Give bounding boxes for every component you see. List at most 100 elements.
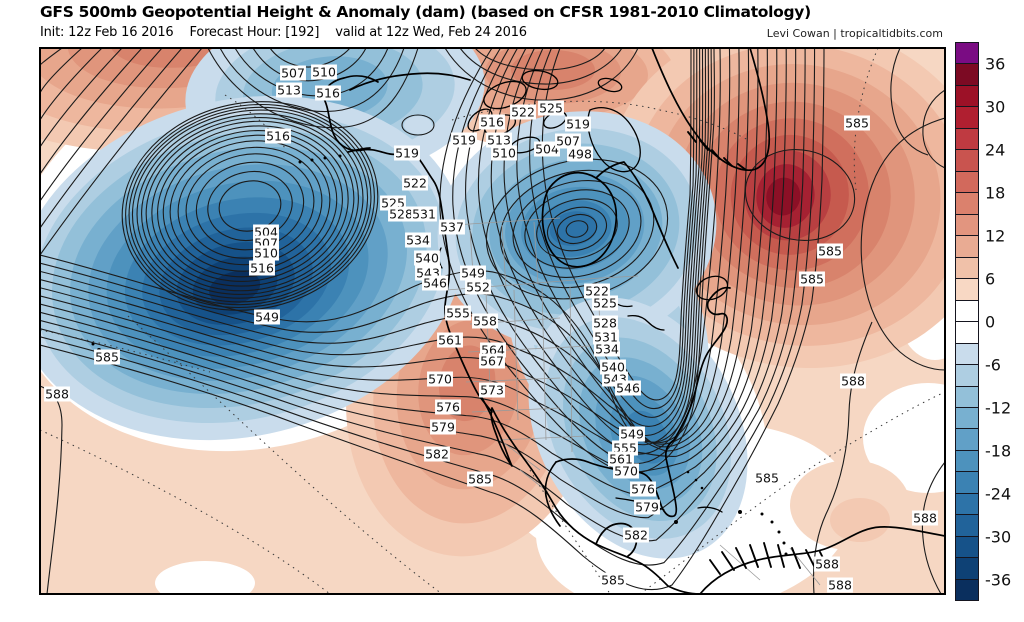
svg-text:516: 516 (266, 129, 290, 144)
svg-text:582: 582 (425, 447, 449, 462)
svg-text:537: 537 (440, 220, 464, 235)
svg-text:570: 570 (614, 464, 638, 479)
valid-time: valid at 12z Wed, Feb 24 2016 (335, 25, 527, 40)
svg-text:588: 588 (828, 578, 852, 593)
map-border (39, 47, 946, 595)
colorbar-segment (956, 213, 978, 236)
colorbar-tick-label: 6 (985, 269, 996, 288)
svg-text:516: 516 (316, 86, 340, 101)
forecast-hour: Forecast Hour: [192] (189, 25, 320, 40)
svg-text:534: 534 (406, 233, 430, 248)
colorbar-segment (956, 385, 978, 407)
colorbar-segment (956, 557, 978, 579)
colorbar-segment (956, 170, 978, 193)
colorbar-segment (956, 127, 978, 150)
svg-text:519: 519 (566, 117, 590, 132)
svg-text:579: 579 (431, 420, 455, 435)
svg-text:519: 519 (395, 146, 419, 161)
svg-text:588: 588 (913, 511, 937, 526)
colorbar-tick-label: 36 (985, 54, 1006, 73)
colorbar-segment (956, 449, 978, 472)
colorbar (955, 42, 979, 601)
colorbar-segment (956, 63, 978, 85)
colorbar-segment (956, 578, 978, 601)
svg-text:567: 567 (480, 354, 504, 369)
terrain-hatching (687, 131, 829, 575)
svg-text:504: 504 (535, 142, 559, 157)
svg-text:513: 513 (277, 83, 301, 98)
colorbar-tick-label: -18 (985, 441, 1012, 460)
svg-text:525: 525 (539, 101, 563, 116)
svg-text:552: 552 (466, 280, 490, 295)
colorbar-tick-label: -30 (985, 527, 1012, 546)
svg-text:510: 510 (492, 146, 516, 161)
colorbar-segment (956, 364, 978, 386)
svg-text:558: 558 (473, 314, 497, 329)
svg-text:549: 549 (255, 310, 279, 325)
colorbar-tick-label: -24 (985, 484, 1012, 503)
svg-text:555: 555 (446, 306, 470, 321)
height-contours (40, 48, 945, 594)
svg-text:522: 522 (585, 284, 609, 299)
svg-text:585: 585 (845, 116, 869, 131)
svg-text:531: 531 (594, 330, 618, 345)
svg-text:498: 498 (568, 147, 592, 162)
svg-text:585: 585 (468, 472, 492, 487)
colorbar-tick-label: -6 (985, 355, 1001, 374)
colorbar-tick-label: 30 (985, 97, 1006, 116)
svg-text:561: 561 (609, 452, 633, 467)
credit-text: Levi Cowan | tropicaltidbits.com (766, 27, 943, 40)
colorbar-segment (956, 106, 978, 128)
svg-text:510: 510 (312, 65, 336, 80)
svg-text:561: 561 (438, 333, 462, 348)
svg-text:507: 507 (556, 134, 580, 149)
colorbar-tick-label: 12 (985, 226, 1006, 245)
svg-text:510: 510 (254, 246, 278, 261)
init-time: Init: 12z Feb 16 2016 (40, 25, 174, 40)
colorbar-tick-label: 0 (985, 312, 996, 331)
svg-text:534: 534 (595, 342, 619, 357)
colorbar-tick-label: 24 (985, 140, 1006, 159)
svg-text:570: 570 (428, 372, 452, 387)
colorbar-tick-label: -36 (985, 570, 1012, 589)
svg-text:588: 588 (841, 374, 865, 389)
colorbar-segment (956, 406, 978, 429)
state-borders (446, 217, 821, 586)
svg-text:585: 585 (800, 272, 824, 287)
colorbar-segment (956, 235, 978, 257)
svg-text:531: 531 (412, 207, 436, 222)
colorbar-segment (956, 192, 978, 214)
colorbar-segment (956, 299, 978, 322)
colorbar-segment (956, 43, 978, 64)
colorbar-segment (956, 256, 978, 279)
svg-text:540: 540 (601, 360, 625, 375)
svg-text:516: 516 (480, 115, 504, 130)
svg-text:522: 522 (403, 176, 427, 191)
svg-text:588: 588 (815, 557, 839, 572)
svg-text:585: 585 (601, 573, 625, 588)
svg-text:549: 549 (461, 266, 485, 281)
svg-text:579: 579 (635, 500, 659, 515)
run-info: Init: 12z Feb 16 2016 Forecast Hour: [192… (40, 25, 543, 40)
svg-text:585: 585 (818, 244, 842, 259)
svg-text:540: 540 (415, 251, 439, 266)
colorbar-tick-label: 18 (985, 183, 1006, 202)
colorbar-tick-label: -12 (985, 398, 1012, 417)
svg-text:573: 573 (480, 383, 504, 398)
colorbar-segment (956, 492, 978, 515)
colorbar-segment (956, 514, 978, 536)
svg-text:588: 588 (45, 387, 69, 402)
colorbar-segment (956, 535, 978, 558)
svg-text:585: 585 (95, 350, 119, 365)
svg-text:522: 522 (511, 105, 535, 120)
svg-text:519: 519 (452, 133, 476, 148)
colorbar-segment (956, 149, 978, 171)
colorbar-segment (956, 321, 978, 343)
svg-text:582: 582 (624, 528, 648, 543)
svg-text:585: 585 (755, 471, 779, 486)
svg-text:546: 546 (423, 276, 447, 291)
svg-text:546: 546 (616, 381, 640, 396)
